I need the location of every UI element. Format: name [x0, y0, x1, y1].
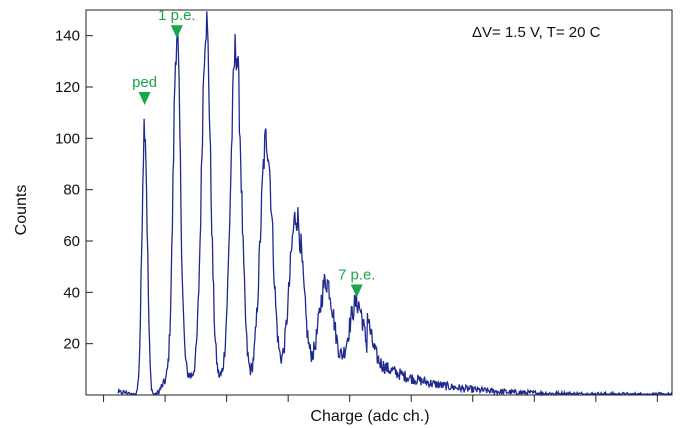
- x-axis-title: Charge (adc ch.): [310, 408, 429, 425]
- y-tick-label: 80: [63, 182, 80, 199]
- annotation-marker: [170, 25, 183, 39]
- y-tick-label: 140: [55, 28, 80, 45]
- annotation-marker: [138, 91, 151, 105]
- counts-series-line: [117, 11, 673, 397]
- y-tick-label: 20: [63, 336, 80, 353]
- y-tick-label: 100: [55, 130, 80, 147]
- y-axis-title: Counts: [13, 185, 30, 236]
- y-tick-label: 40: [63, 284, 80, 301]
- annotation-label: ped: [132, 74, 157, 91]
- annotation-label: 1 p.e.: [158, 7, 196, 24]
- x-axis: [103, 395, 658, 402]
- peak-annotations: ped 1 p.e. 7 p.e.: [132, 7, 376, 298]
- y-tick-label: 60: [63, 233, 80, 250]
- conditions-label: ΔV= 1.5 V, T= 20 C: [472, 24, 601, 41]
- y-tick-label: 120: [55, 79, 80, 96]
- y-axis: 20 40 60 80 100 120 140: [55, 28, 93, 353]
- annotation-marker: [350, 284, 363, 298]
- plot-frame: [85, 9, 673, 396]
- annotation-label: 7 p.e.: [338, 266, 376, 283]
